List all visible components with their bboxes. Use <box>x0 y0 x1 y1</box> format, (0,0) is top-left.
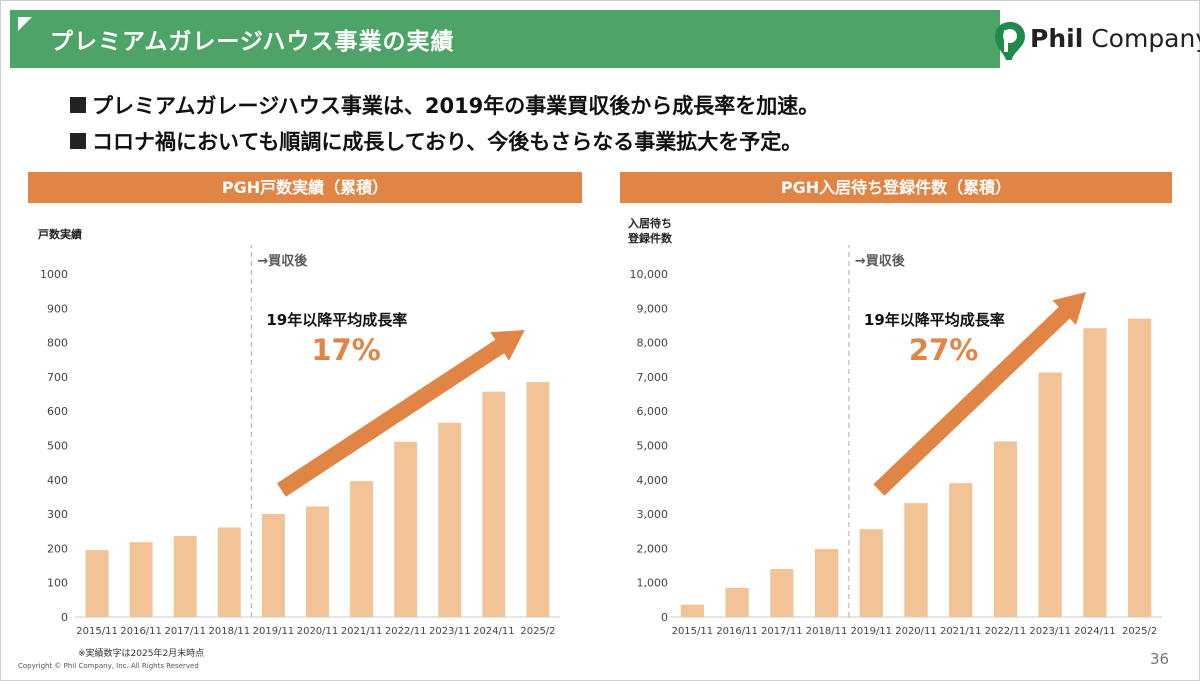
bar <box>261 514 285 617</box>
y-axis-title: 入居待ち <box>628 216 672 230</box>
x-tick-label: 2022/11 <box>985 626 1027 637</box>
chart-2-title: PGH入居待ち登録件数（累積） <box>620 172 1172 203</box>
x-tick-label: 2021/11 <box>341 626 383 637</box>
bullet-point-1: プレミアムガレージハウス事業は、2019年の事業買収後から成長率を加速。 <box>70 90 819 120</box>
growth-rate-value: 17% <box>311 333 380 367</box>
x-tick-label: 2022/11 <box>385 626 427 637</box>
x-tick-label: 2024/11 <box>1074 626 1116 637</box>
bar <box>814 549 839 617</box>
x-tick-label: 2019/11 <box>850 626 892 637</box>
acquisition-label: →買収後 <box>257 253 308 269</box>
y-tick-label: 4,000 <box>637 474 669 487</box>
y-tick-label: 0 <box>661 611 668 624</box>
bar <box>859 529 883 617</box>
y-tick-label: 3,000 <box>637 508 669 521</box>
bar <box>217 527 241 617</box>
copyright: Copyright © Phil Company, Inc. All Right… <box>18 662 199 670</box>
bar <box>129 542 153 617</box>
bar <box>949 483 973 617</box>
brand-name: Phil Company <box>1030 24 1200 53</box>
y-tick-label: 600 <box>47 405 68 418</box>
x-tick-label: 2023/11 <box>429 626 471 637</box>
growth-arrow-icon <box>873 292 1086 496</box>
corner-triangle-icon <box>18 17 32 31</box>
x-tick-label: 2015/11 <box>672 626 714 637</box>
footnote: ※実績数字は2025年2月末時点 <box>78 649 205 659</box>
bar <box>680 604 704 617</box>
bar <box>904 503 928 617</box>
x-tick-label: 2025/2 <box>520 626 555 637</box>
x-tick-label: 2018/11 <box>806 626 848 637</box>
y-tick-label: 6,000 <box>637 405 669 418</box>
x-tick-label: 2017/11 <box>761 626 803 637</box>
title-bar <box>10 10 1000 68</box>
y-tick-label: 200 <box>47 542 68 555</box>
bar <box>1038 372 1062 617</box>
x-tick-label: 2016/11 <box>120 626 162 637</box>
bar <box>350 481 374 617</box>
bar <box>85 550 109 617</box>
x-tick-label: 2025/2 <box>1122 626 1157 637</box>
bar <box>725 587 749 617</box>
phil-company-logo-icon <box>995 22 1025 60</box>
page-number: 36 <box>1150 650 1170 668</box>
y-axis-title: 登録件数 <box>627 231 673 245</box>
y-tick-label: 800 <box>47 337 68 350</box>
x-tick-label: 2018/11 <box>209 626 251 637</box>
x-tick-label: 2020/11 <box>297 626 339 637</box>
bar <box>526 382 550 617</box>
page-title: プレミアムガレージハウス事業の実績 <box>50 29 455 55</box>
y-tick-label: 10,000 <box>630 268 669 281</box>
x-tick-label: 2020/11 <box>895 626 937 637</box>
title-bar-edge <box>944 10 1000 68</box>
x-tick-label: 2024/11 <box>473 626 515 637</box>
x-tick-label: 2017/11 <box>164 626 206 637</box>
acquisition-label: →買収後 <box>855 253 906 269</box>
growth-arrow-icon <box>277 330 525 497</box>
y-tick-label: 300 <box>47 508 68 521</box>
bullet-point-2: コロナ禍においても順調に成長しており、今後もさらなる事業拡大を予定。 <box>70 126 802 156</box>
y-tick-label: 900 <box>47 302 68 315</box>
y-tick-label: 500 <box>47 440 68 453</box>
y-tick-label: 400 <box>47 474 68 487</box>
chart-1-title: PGH戸数実績（累積） <box>28 172 582 203</box>
y-tick-label: 700 <box>47 371 68 384</box>
x-tick-label: 2021/11 <box>940 626 982 637</box>
bar <box>394 441 418 617</box>
y-tick-label: 5,000 <box>637 440 669 453</box>
bar <box>173 536 197 617</box>
growth-rate-label: 19年以降平均成長率 <box>266 311 407 329</box>
chart-pgh-units: 戸数実績 0 100 200 300 400 500 600 700 800 900 1000 2015… <box>38 227 560 637</box>
y-tick-label: 9,000 <box>637 302 669 315</box>
y-tick-label: 8,000 <box>637 337 669 350</box>
growth-rate-value: 27% <box>909 333 978 367</box>
x-tick-label: 2019/11 <box>253 626 295 637</box>
bar <box>993 441 1018 617</box>
bar <box>1083 328 1107 617</box>
square-bullet-icon <box>70 97 86 113</box>
chart-pgh-waitlist: 入居待ち登録件数 0 1,000 2,000 3,000 4,000 5,000 6,000 7… <box>627 216 1162 637</box>
bar <box>438 422 462 617</box>
x-tick-label: 2023/11 <box>1029 626 1071 637</box>
bar <box>770 568 794 617</box>
y-tick-label: 100 <box>47 577 68 590</box>
bar <box>1128 318 1152 617</box>
x-tick-label: 2015/11 <box>76 626 118 637</box>
x-tick-label: 2016/11 <box>716 626 758 637</box>
y-axis-title: 戸数実績 <box>38 227 82 241</box>
y-tick-label: 2,000 <box>637 542 669 555</box>
bar <box>482 391 506 617</box>
y-tick-label: 1000 <box>40 268 68 281</box>
square-bullet-icon <box>70 133 86 149</box>
y-tick-label: 0 <box>61 611 68 624</box>
growth-rate-label: 19年以降平均成長率 <box>864 311 1005 329</box>
bar <box>306 506 329 617</box>
y-tick-label: 7,000 <box>637 371 669 384</box>
y-tick-label: 1,000 <box>637 577 669 590</box>
